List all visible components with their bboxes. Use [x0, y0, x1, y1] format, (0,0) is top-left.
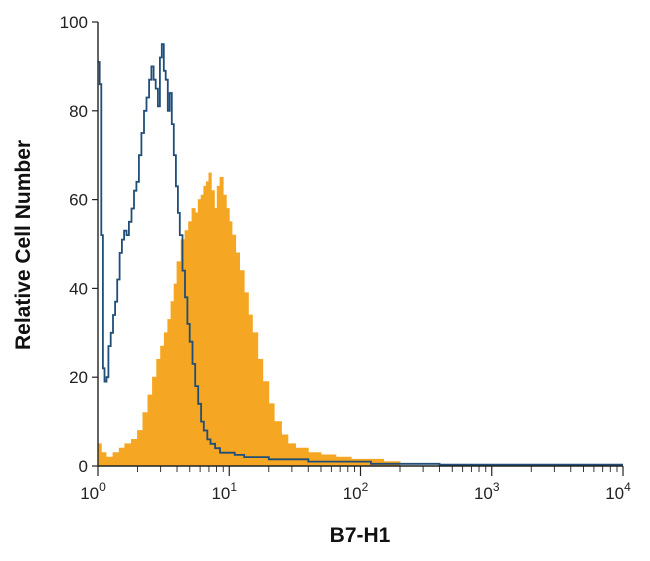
outline-histogram-series: [98, 43, 623, 466]
filled-series-layer: [97, 172, 401, 467]
y-axis-title: Relative Cell Number: [12, 140, 35, 350]
x-axis-title: B7-H1: [330, 524, 391, 547]
x-tick-label: 102: [343, 480, 369, 503]
y-tick-label: 0: [79, 457, 88, 476]
y-tick-label: 60: [69, 191, 88, 210]
x-tick-label: 104: [605, 480, 631, 503]
y-tick-label: 100: [60, 13, 88, 32]
outline-series-layer: [98, 43, 623, 466]
x-tick-label: 103: [474, 480, 500, 503]
filled-histogram-series: [97, 172, 401, 467]
x-tick-label: 101: [211, 480, 237, 503]
y-tick-label: 40: [69, 279, 88, 298]
y-tick-label: 80: [69, 102, 88, 121]
y-tick-label: 20: [69, 368, 88, 387]
x-tick-label: 100: [80, 480, 106, 503]
